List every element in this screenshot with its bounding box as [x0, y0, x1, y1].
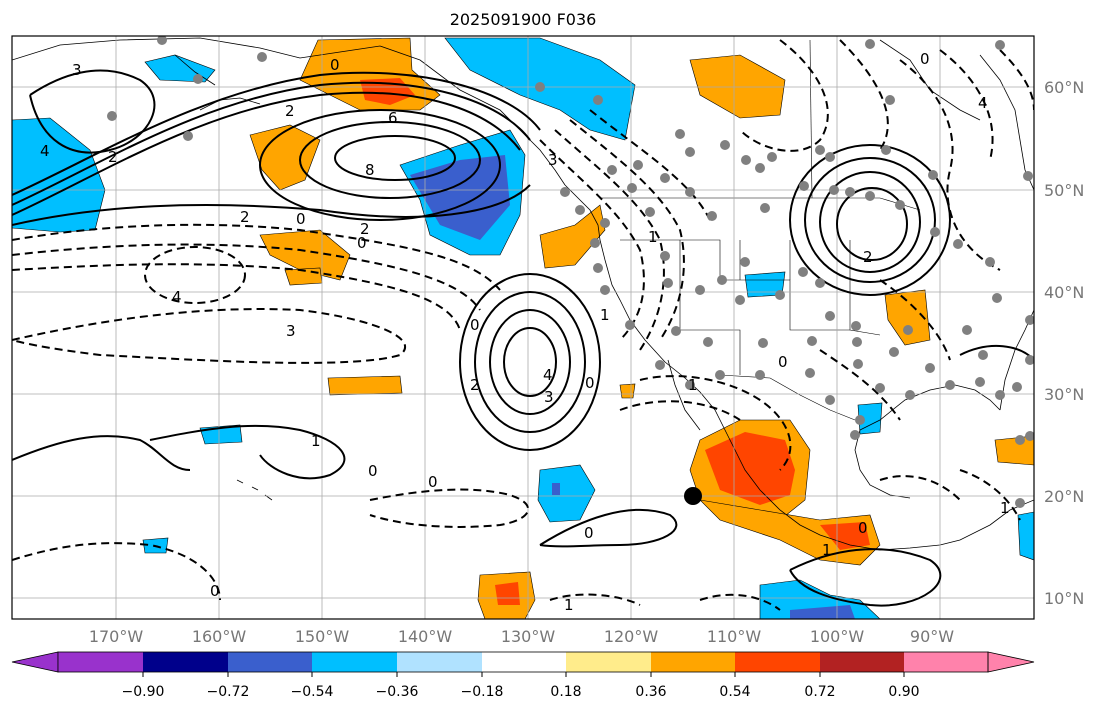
- contour-label: 0: [428, 473, 438, 491]
- lon-label-140w: 140°W: [398, 627, 453, 646]
- lat-label-20: 20°N: [1044, 487, 1084, 506]
- contour-label: 2: [470, 376, 480, 394]
- colorbar-swatch: [143, 652, 228, 672]
- contour-label: 2: [108, 148, 118, 166]
- contour-label: 3: [544, 388, 554, 406]
- storm-center-marker: [684, 487, 702, 505]
- colorbar-tick-label: −0.18: [461, 684, 504, 700]
- contour-label: 1: [822, 541, 832, 559]
- contour-label: 0: [584, 524, 594, 542]
- contour-label: 1: [688, 376, 698, 394]
- colorbar-swatch: [651, 652, 735, 672]
- contour-label: 3: [72, 61, 82, 79]
- lon-label-100w: 100°W: [810, 627, 865, 646]
- contour-label: 4: [172, 288, 182, 306]
- lat-label-10: 10°N: [1044, 589, 1084, 608]
- latitude-labels: 60°N 50°N 40°N 30°N 20°N 10°N: [1044, 78, 1084, 608]
- contour-label: 8: [365, 161, 375, 179]
- contour-label: 6: [388, 109, 398, 127]
- lat-label-30: 30°N: [1044, 385, 1084, 404]
- contour-label: 0: [778, 353, 788, 371]
- contour-label: 2: [285, 102, 295, 120]
- colorbar-swatch: [312, 652, 397, 672]
- colorbar-swatch: [397, 652, 482, 672]
- colorbar-tick-label: 0.72: [804, 684, 835, 700]
- lon-label-170w: 170°W: [89, 627, 144, 646]
- contour-label: 0: [210, 582, 220, 600]
- colorbar-tick-label: −0.54: [291, 684, 334, 700]
- contour-label: 0: [357, 234, 367, 252]
- colorbar-tick-label: 0.18: [550, 684, 581, 700]
- colorbar-tick-label: 0.90: [888, 684, 919, 700]
- contour-label: 3: [548, 151, 558, 169]
- colorbar-extend-high: [987, 651, 1035, 673]
- contour-label: 0: [470, 316, 480, 334]
- contour-label: 0: [858, 519, 868, 537]
- contour-label: 0: [368, 462, 378, 480]
- colorbar-tick-label: −0.72: [207, 684, 250, 700]
- lat-label-40: 40°N: [1044, 283, 1084, 302]
- lon-label-120w: 120°W: [604, 627, 659, 646]
- contour-label: 4: [543, 366, 553, 384]
- colorbar-swatch: [482, 652, 566, 672]
- colorbar-tick-label: −0.36: [376, 684, 419, 700]
- contour-labels: 3 4 2 6 8 2 0 0 2 4 3 0 2 3 4 1 0 0 0 1 …: [40, 50, 1010, 614]
- contour-label: 1: [600, 306, 610, 324]
- lon-label-110w: 110°W: [707, 627, 762, 646]
- map-background: [12, 36, 1034, 619]
- contour-label: 0: [330, 56, 340, 74]
- contour-label: 4: [40, 142, 50, 160]
- contour-label: 2: [360, 220, 370, 238]
- contour-label: 1: [564, 596, 574, 614]
- map-frame: [11, 35, 1035, 620]
- contour-label: 2: [863, 248, 873, 266]
- colorbar-swatch: [735, 652, 820, 672]
- contour-label: 2: [240, 208, 250, 226]
- lat-label-50: 50°N: [1044, 181, 1084, 200]
- colorbar-tick-label: −0.90: [122, 684, 165, 700]
- lon-label-130w: 130°W: [501, 627, 556, 646]
- lon-label-90w: 90°W: [910, 627, 954, 646]
- colorbar-swatch: [820, 652, 904, 672]
- lon-label-160w: 160°W: [192, 627, 247, 646]
- longitude-labels: 170°W 160°W 150°W 140°W 130°W 120°W 110°…: [89, 627, 954, 646]
- solid-contours: [12, 69, 1034, 607]
- lat-label-60: 60°N: [1044, 78, 1084, 97]
- colorbar-swatch: [58, 652, 143, 672]
- contour-label: 1: [648, 228, 658, 246]
- contour-label: 1: [1000, 499, 1010, 517]
- station-dots: [107, 36, 1034, 508]
- colorbar-tick-label: 0.54: [719, 684, 750, 700]
- colorbar-swatch: [566, 652, 651, 672]
- contour-label: 0: [296, 210, 306, 228]
- map-title: 2025091900 F036: [449, 10, 597, 29]
- colorbar-tick-label: 0.36: [635, 684, 666, 700]
- colorbar-swatch: [228, 652, 312, 672]
- contour-label: 0: [920, 50, 930, 68]
- colorbar-extend-low: [11, 651, 59, 673]
- colorbar-swatch: [904, 652, 988, 672]
- colorbar: −0.90 −0.72 −0.54 −0.36 −0.18 0.18 0.36 …: [11, 651, 1035, 700]
- contour-label: 3: [286, 322, 296, 340]
- borders: [600, 39, 921, 421]
- contour-label: 1: [311, 432, 321, 450]
- lon-label-150w: 150°W: [295, 627, 350, 646]
- contour-label: 4: [978, 94, 988, 112]
- contour-label: 0: [585, 374, 595, 392]
